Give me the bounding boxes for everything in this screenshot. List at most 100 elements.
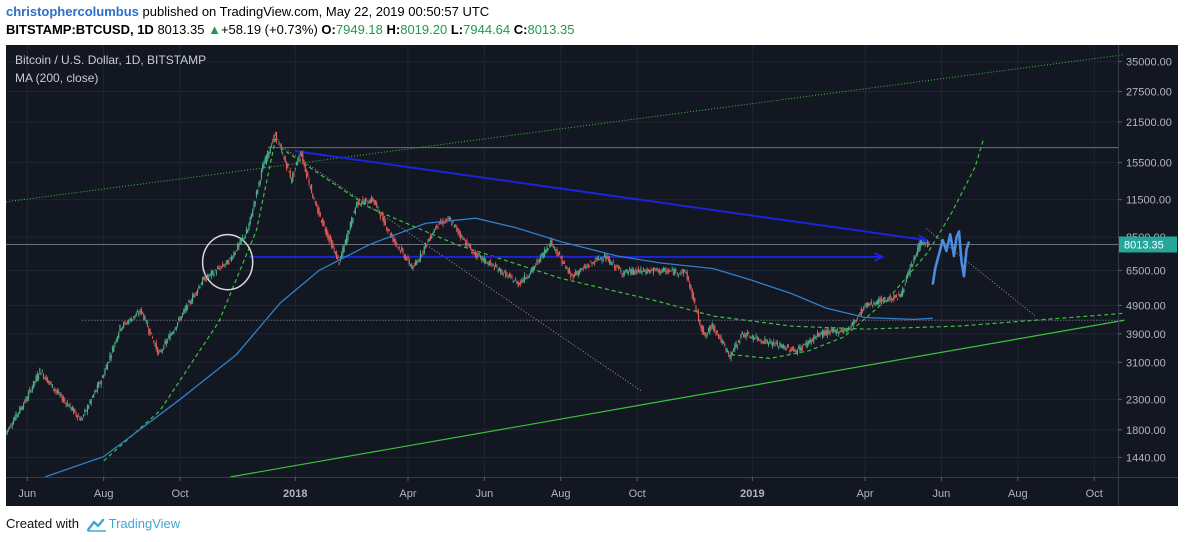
candle-body — [596, 258, 598, 260]
candle-body — [834, 329, 836, 332]
candle-body — [273, 135, 275, 141]
candle-body — [649, 270, 651, 273]
candle-body — [454, 224, 457, 227]
candle-body — [871, 304, 874, 306]
candle-body — [66, 401, 68, 407]
candle-body — [715, 331, 717, 335]
candle-body — [532, 266, 534, 272]
candle-body — [672, 271, 675, 275]
candle-body — [801, 347, 804, 349]
candle-body — [198, 286, 200, 289]
candle-body — [639, 270, 641, 272]
candle-body — [313, 198, 315, 199]
candle-body — [223, 265, 225, 267]
candle-body — [279, 145, 281, 147]
author-link[interactable]: christophercolumbus — [6, 4, 139, 19]
candle-body — [695, 306, 697, 311]
candle-body — [788, 346, 790, 348]
candle-body — [659, 269, 661, 273]
candle-body — [27, 392, 30, 399]
time-tick-label: Aug — [551, 488, 571, 500]
candle-body — [553, 246, 556, 249]
candle-body — [12, 420, 15, 425]
candle-body — [660, 271, 662, 274]
candle-body — [577, 270, 579, 276]
candle-body — [606, 256, 608, 259]
candle-body — [607, 256, 609, 262]
candle-body — [918, 243, 920, 252]
candle-body — [304, 164, 306, 172]
time-tick-label: Aug — [1008, 488, 1028, 500]
candle-body — [615, 265, 617, 270]
candle-body — [353, 211, 355, 213]
candle-body — [264, 157, 266, 164]
candle-body — [46, 377, 48, 383]
candle-body — [677, 274, 680, 276]
candle-body — [533, 266, 536, 269]
candle-body — [121, 326, 124, 330]
candle-body — [114, 342, 116, 345]
price-tick-label: 21500.00 — [1126, 117, 1172, 129]
candle-body — [598, 259, 601, 261]
green-dotted-line — [6, 54, 1125, 203]
candle-body — [333, 248, 335, 250]
candle-body — [778, 346, 780, 348]
candle-body — [227, 260, 229, 265]
candle-body — [158, 351, 160, 353]
candle-body — [764, 338, 766, 344]
candle-body — [315, 203, 318, 207]
candle-body — [437, 226, 439, 228]
candle-body — [274, 134, 276, 136]
candle-body — [418, 259, 420, 262]
candle-body — [373, 199, 375, 204]
candle-body — [19, 407, 21, 414]
candle-body — [170, 333, 172, 336]
candle-body — [890, 299, 892, 301]
candle-body — [527, 276, 529, 278]
candle-body — [706, 333, 708, 335]
candle-body — [379, 215, 382, 218]
price-tick-label: 3100.00 — [1126, 357, 1166, 369]
candle-body — [442, 220, 444, 225]
candle-body — [750, 336, 752, 339]
candle-body — [737, 340, 740, 343]
price-chart[interactable]: 35000.00 27500.00 21500.00 15500.00 11500.00… — [6, 45, 1178, 506]
candle-body — [779, 342, 781, 346]
candle-body — [641, 271, 643, 273]
candle-body — [44, 377, 46, 379]
candle-body — [889, 296, 891, 300]
price-tick-label: 35000.00 — [1126, 57, 1172, 69]
candle-body — [572, 274, 574, 278]
candle-body — [320, 220, 323, 223]
candle-body — [99, 382, 101, 384]
candle-body — [689, 283, 691, 288]
candle-body — [646, 269, 648, 274]
grid-lines — [6, 45, 1118, 477]
candle-body — [202, 277, 204, 285]
candle-body — [854, 320, 856, 322]
candle-body — [681, 269, 683, 271]
close-label: C: — [513, 22, 528, 37]
candle-body — [36, 374, 38, 381]
candle-body — [295, 161, 298, 165]
axes: 35000.00 27500.00 21500.00 15500.00 11500.00… — [6, 45, 1178, 506]
candle-body — [865, 303, 867, 306]
candle-body — [724, 344, 726, 347]
candle-body — [828, 330, 830, 332]
candle-body — [601, 259, 603, 261]
candle-body — [250, 213, 253, 218]
candle-body — [144, 317, 146, 321]
tradingview-link[interactable]: TradingView — [108, 516, 181, 531]
candle-body — [657, 270, 660, 273]
candle-body — [367, 202, 369, 204]
dashed-curve — [103, 133, 278, 462]
chart-background — [6, 45, 1178, 506]
candle-body — [254, 201, 256, 205]
candle-body — [684, 270, 686, 272]
candle-body — [414, 262, 417, 266]
candle-body — [222, 264, 224, 267]
candle-body — [710, 326, 712, 329]
candle-body — [602, 258, 604, 260]
candle-body — [161, 349, 164, 351]
price-tick-label: 11500.00 — [1126, 195, 1171, 207]
